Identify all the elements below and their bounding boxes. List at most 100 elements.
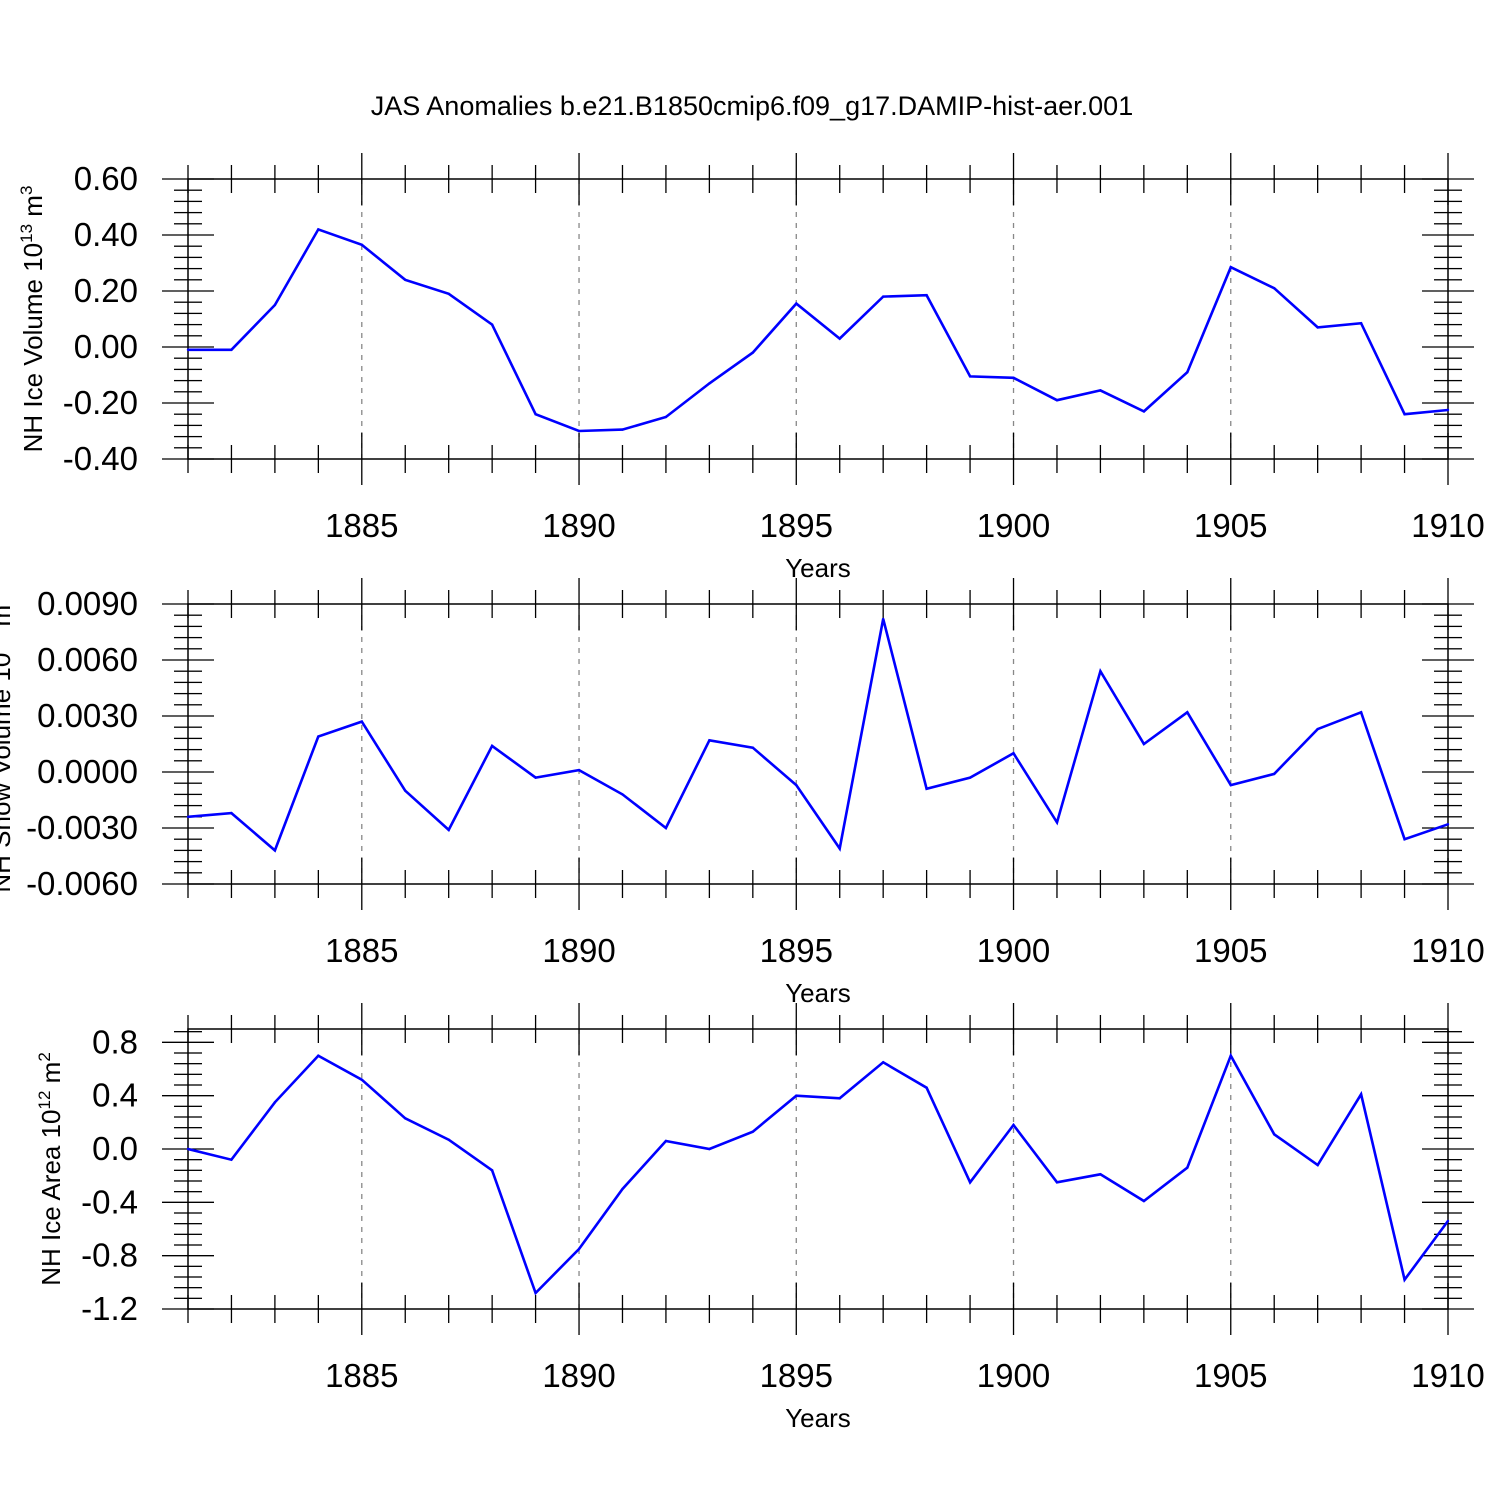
x-tick-label: 1905 [1194, 507, 1267, 544]
data-point [490, 1169, 494, 1172]
data-point [1403, 413, 1406, 416]
data-point [1055, 821, 1059, 824]
data-point [1055, 1181, 1059, 1184]
series-line [188, 227, 1448, 433]
y-axis-label: NH Ice Area 1012 m2 [35, 1052, 66, 1286]
data-point [1186, 711, 1189, 714]
data-point [925, 294, 928, 297]
y-tick-label: 0.00 [74, 328, 138, 365]
x-axis-label: Years [785, 553, 851, 583]
data-point [186, 1147, 190, 1151]
data-point [230, 811, 233, 815]
data-point [447, 292, 450, 295]
x-tick-label: 1905 [1194, 1357, 1267, 1394]
data-point [838, 847, 841, 850]
data-point [1012, 752, 1015, 755]
data-point [1099, 389, 1102, 392]
data-point [1186, 1166, 1189, 1169]
data-point [1273, 287, 1276, 290]
data-point [1142, 410, 1146, 413]
y-axis-label-part: m [18, 195, 48, 224]
x-tick-label: 1900 [977, 507, 1050, 544]
data-point [1273, 772, 1276, 776]
data-point [621, 793, 624, 796]
x-tick-label: 1910 [1411, 1357, 1484, 1394]
data-point [273, 303, 277, 307]
y-axis-label-superscript: 3 [17, 186, 36, 195]
data-point [708, 382, 711, 385]
data-point [360, 720, 363, 723]
data-point [751, 351, 755, 354]
y-axis-label-superscript: 13 [17, 224, 36, 243]
data-point [664, 1139, 668, 1143]
data-point [1403, 838, 1406, 841]
series-line [188, 618, 1448, 853]
x-tick-label: 1910 [1411, 507, 1484, 544]
y-axis-label: NH Ice Volume 1013 m3 [17, 186, 48, 453]
data-point [404, 1117, 407, 1120]
data-point [838, 337, 841, 340]
y-tick-label: -0.0030 [26, 809, 138, 846]
x-tick-label: 1895 [760, 1357, 833, 1394]
y-tick-label: -0.20 [63, 384, 138, 421]
data-point [273, 849, 277, 852]
data-point [230, 1158, 233, 1161]
data-point [447, 1138, 450, 1141]
data-point [968, 776, 972, 779]
data-point [1316, 727, 1319, 731]
data-point [838, 1097, 841, 1100]
data-point [404, 278, 407, 281]
data-point [795, 302, 798, 305]
x-tick-label: 1895 [760, 932, 833, 969]
y-axis-label-superscript: 13 [0, 634, 4, 653]
data-point [577, 768, 581, 772]
panel-3: -1.2 -0.8 -0.4 0.0 0.4 0.8 1885 1890 1895 1900 190… [35, 1003, 1485, 1433]
data-point [881, 617, 885, 621]
x-tick-label: 1885 [325, 507, 398, 544]
data-point [534, 413, 537, 416]
data-point [708, 739, 711, 742]
y-axis-label-part: m [0, 605, 16, 634]
data-point [1446, 823, 1450, 826]
data-point [230, 348, 233, 351]
data-point [1446, 1219, 1450, 1223]
y-tick-label: 0.0 [92, 1130, 138, 1167]
data-point [1229, 783, 1232, 787]
data-point [795, 1094, 798, 1097]
data-point [925, 787, 928, 790]
data-point [360, 243, 363, 246]
data-point [577, 429, 581, 433]
data-point [664, 826, 668, 830]
data-point [1012, 376, 1015, 379]
data-point [621, 1187, 624, 1191]
data-point [1359, 711, 1363, 714]
data-point [317, 735, 320, 738]
panel-2: -0.0060 -0.0030 0.0000 0.0030 0.0060 0.0090 18… [0, 578, 1485, 1008]
data-point [1099, 1173, 1102, 1176]
y-axis-label-part: NH Ice Area 10 [36, 1109, 66, 1285]
data-point [1229, 1054, 1232, 1057]
y-tick-label: 0.0090 [37, 585, 138, 622]
x-tick-label: 1895 [760, 507, 833, 544]
data-point [360, 1078, 363, 1081]
y-axis-label-part: NH Snow Volume 10 [0, 653, 16, 893]
data-point [1316, 326, 1319, 329]
data-point [447, 828, 450, 832]
y-tick-label: 0.20 [74, 272, 138, 309]
data-point [186, 815, 190, 818]
data-point [1359, 322, 1363, 325]
y-axis-label-superscript: 12 [35, 1091, 54, 1110]
data-point [751, 746, 755, 749]
y-tick-label: 0.4 [92, 1077, 138, 1114]
y-tick-label: -0.8 [81, 1237, 138, 1274]
data-point [795, 783, 798, 787]
y-tick-label: 0.60 [74, 160, 138, 197]
data-point [490, 744, 494, 748]
y-tick-label: -1.2 [81, 1290, 138, 1327]
data-point [925, 1086, 928, 1089]
data-point [664, 415, 668, 419]
y-tick-label: -0.0060 [26, 865, 138, 902]
x-tick-label: 1890 [542, 1357, 615, 1394]
data-point [1403, 1278, 1406, 1281]
